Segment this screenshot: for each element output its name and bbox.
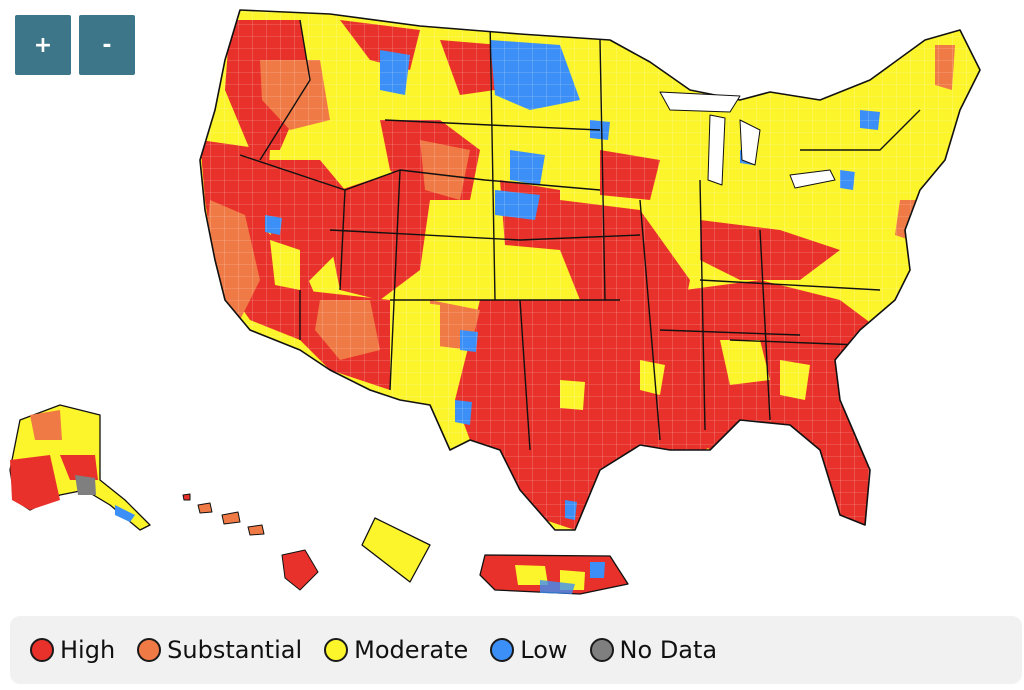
legend-item-substantial[interactable]: Substantial — [137, 636, 302, 664]
legend-label-high: High — [60, 636, 116, 664]
legend-label-no-data: No Data — [619, 636, 718, 664]
contiguous-us — [200, 10, 980, 530]
us-county-transmission-map[interactable] — [0, 0, 1024, 610]
legend-swatch-high — [30, 638, 54, 662]
us-outline — [199, 9, 981, 531]
zoom-out-button[interactable]: - — [79, 15, 135, 75]
puerto-rico — [479, 554, 629, 595]
hawaii — [182, 493, 319, 591]
legend-item-low[interactable]: Low — [490, 636, 568, 664]
legend-swatch-moderate — [324, 638, 349, 662]
legend-swatch-substantial — [137, 638, 162, 662]
alaska — [9, 404, 151, 531]
legend-swatch-low — [490, 638, 515, 662]
legend: High Substantial Moderate Low No Data — [10, 616, 1022, 684]
legend-label-low: Low — [520, 636, 568, 664]
legend-item-moderate[interactable]: Moderate — [324, 636, 468, 664]
legend-item-no-data[interactable]: No Data — [589, 636, 718, 664]
legend-item-high[interactable]: High — [30, 636, 115, 664]
legend-swatch-no-data — [589, 638, 614, 662]
zoom-in-button[interactable]: + — [15, 15, 71, 75]
great-lakes — [659, 91, 836, 189]
legend-label-substantial: Substantial — [167, 636, 303, 664]
legend-label-moderate: Moderate — [354, 636, 469, 664]
territory-island — [361, 517, 431, 583]
